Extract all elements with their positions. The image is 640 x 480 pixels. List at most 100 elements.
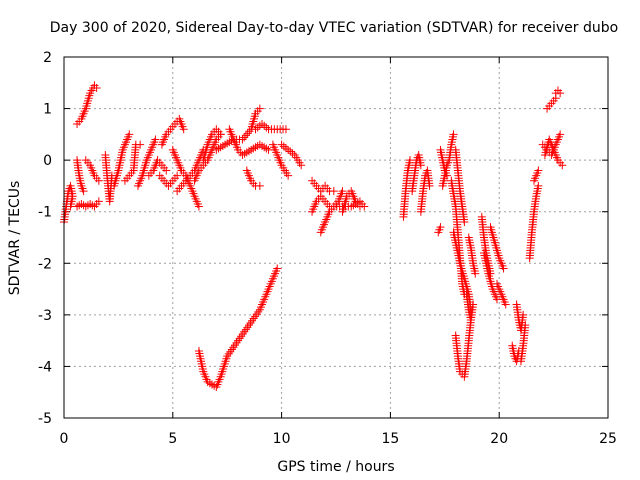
series-arc-18 [225, 125, 273, 159]
data-point [556, 89, 565, 98]
data-point [521, 321, 530, 330]
series-arc-21 [277, 140, 306, 170]
series-arc-04 [73, 156, 88, 196]
data-point [279, 142, 288, 151]
data-point [173, 171, 182, 180]
data-point [162, 166, 171, 175]
series-arc-12 [157, 114, 188, 149]
series-arc-37 [451, 145, 469, 227]
series-arc-26 [316, 187, 347, 237]
data-point [125, 130, 134, 139]
series-arc-05 [81, 156, 103, 185]
series-arc-49 [530, 166, 543, 185]
data-point [436, 223, 445, 232]
y-tick-label: -2 [38, 256, 52, 272]
data-point [243, 129, 252, 138]
data-point [216, 130, 225, 139]
data-point [449, 130, 458, 139]
series-arc-02 [73, 81, 101, 129]
data-point [245, 127, 254, 136]
series-arc-47 [516, 321, 530, 366]
data-point [258, 120, 267, 129]
series-arc-40 [464, 233, 480, 278]
data-point [240, 133, 249, 142]
series-arc-48 [525, 181, 543, 263]
series-arc-36 [449, 228, 475, 314]
x-tick-label: 25 [599, 431, 617, 447]
data-point [558, 161, 567, 170]
series-arc-16 [199, 125, 225, 165]
data-point [94, 197, 103, 206]
x-tick-label: 10 [273, 431, 291, 447]
series-arc-08 [120, 140, 145, 185]
x-tick-label: 5 [168, 431, 177, 447]
series-arc-23 [194, 264, 282, 392]
chart-title: Day 300 of 2020, Sidereal Day-to-day VTE… [50, 20, 618, 36]
grid-lines [64, 57, 608, 418]
data-point [255, 104, 264, 113]
data-point [136, 140, 145, 149]
data-point [273, 264, 282, 273]
series-arc-30 [408, 150, 425, 196]
y-tick-label: 0 [43, 153, 52, 169]
data-point [297, 161, 306, 170]
series-arc-11 [155, 171, 182, 190]
series-arc-22 [242, 166, 264, 190]
series-arc-43 [486, 223, 508, 273]
data-point [519, 310, 528, 319]
series-arc-34 [438, 130, 458, 190]
data-point [253, 123, 262, 132]
data-point [262, 123, 271, 132]
series-arc-20 [268, 140, 293, 180]
data-point [338, 187, 347, 196]
series-arc-44 [493, 279, 510, 309]
y-tick-label: 1 [43, 102, 52, 118]
plot-frame [63, 56, 609, 419]
series-arc-53 [551, 86, 565, 98]
series-arc-28 [338, 187, 364, 216]
data-point [471, 269, 480, 278]
axis-ticks: 0 5 10 15 20 25 -5 -4 -3 -2 -1 0 1 2 [38, 50, 617, 447]
data-point [260, 121, 269, 130]
data-point [94, 176, 103, 185]
y-tick-label: -5 [38, 411, 52, 427]
data-point [241, 131, 250, 140]
series-arc-19 [251, 120, 290, 134]
data-point [284, 145, 293, 154]
series-arc-01 [60, 181, 77, 227]
y-tick-label: 2 [43, 50, 52, 66]
data-point [238, 135, 247, 144]
series-arc-29 [399, 156, 414, 221]
data-point [469, 300, 478, 309]
series-arc-31 [416, 166, 434, 216]
data-point [534, 181, 543, 190]
x-tick-label: 15 [381, 431, 399, 447]
y-tick-label: -3 [38, 308, 52, 324]
y-tick-label: -4 [38, 359, 52, 375]
series-arc-32 [434, 223, 445, 237]
data-point [288, 149, 297, 158]
y-axis-label: SDTVAR / TECUs [7, 181, 23, 296]
data-point [355, 202, 364, 211]
data-point [284, 171, 293, 180]
data-point [88, 201, 97, 210]
data-point [556, 130, 565, 139]
data-point [499, 264, 508, 273]
data-point [286, 147, 295, 156]
data-point [151, 135, 160, 144]
data-point [416, 161, 425, 170]
data-point [425, 181, 434, 190]
series-arc-25 [308, 192, 334, 216]
x-tick-label: 0 [60, 431, 69, 447]
series-arc-42 [479, 248, 502, 304]
data-markers [60, 81, 567, 392]
x-axis-label: GPS time / hours [277, 459, 394, 475]
x-tick-label: 20 [490, 431, 508, 447]
data-point [194, 202, 203, 211]
series-arc-39 [462, 290, 478, 325]
data-point [460, 218, 469, 227]
series-arc-03 [73, 197, 103, 211]
data-point [79, 187, 88, 196]
data-point [329, 187, 338, 196]
